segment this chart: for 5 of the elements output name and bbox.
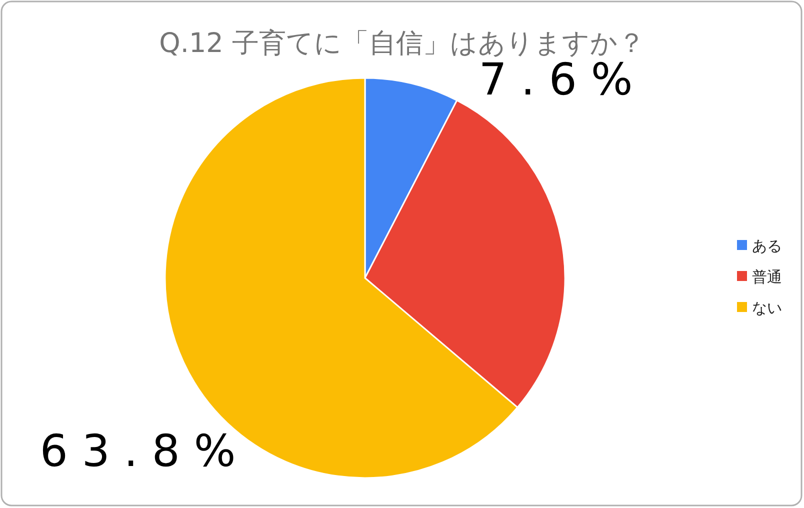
- pie-slice: [364, 100, 566, 408]
- legend-label: 普通: [752, 268, 782, 286]
- legend-label: ない: [752, 299, 782, 317]
- legend-label: ある: [752, 237, 782, 255]
- data-label: 63.8%: [40, 426, 250, 477]
